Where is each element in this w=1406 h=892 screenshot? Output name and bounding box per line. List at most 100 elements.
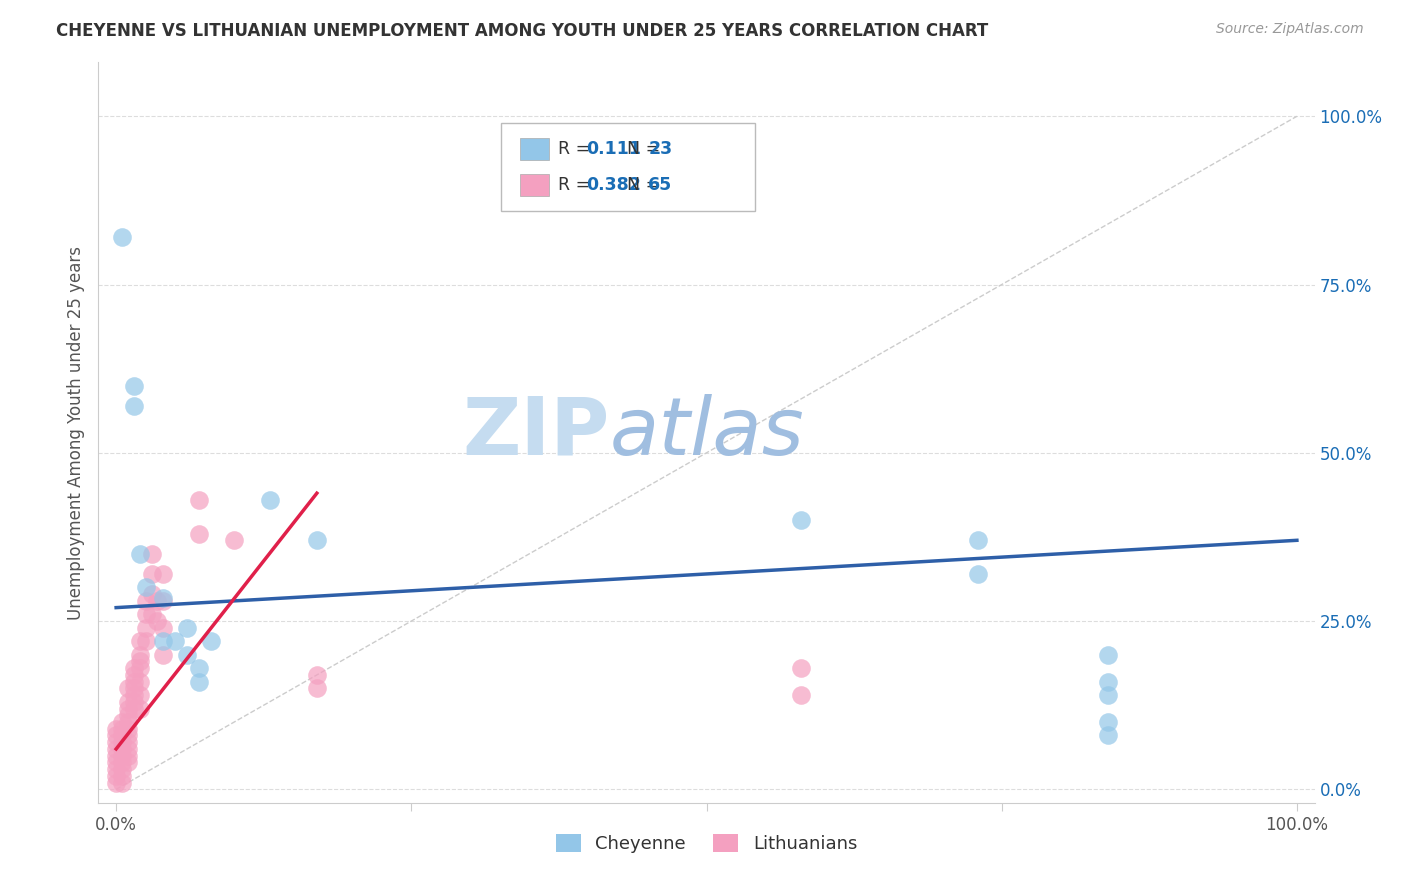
Point bbox=[152, 634, 174, 648]
Point bbox=[122, 701, 145, 715]
Point bbox=[128, 648, 150, 662]
Point bbox=[187, 674, 209, 689]
Point bbox=[122, 668, 145, 682]
Point bbox=[790, 688, 813, 702]
Text: CHEYENNE VS LITHUANIAN UNEMPLOYMENT AMONG YOUTH UNDER 25 YEARS CORRELATION CHART: CHEYENNE VS LITHUANIAN UNEMPLOYMENT AMON… bbox=[56, 22, 988, 40]
Point bbox=[1097, 714, 1119, 729]
Point bbox=[152, 591, 174, 605]
Point bbox=[105, 762, 128, 776]
Point bbox=[128, 655, 150, 669]
Point bbox=[152, 594, 174, 608]
Point bbox=[187, 661, 209, 675]
Point bbox=[187, 526, 209, 541]
Point bbox=[176, 648, 198, 662]
Point bbox=[135, 594, 157, 608]
Point bbox=[135, 634, 157, 648]
Point bbox=[200, 634, 222, 648]
Point bbox=[117, 701, 139, 715]
Point bbox=[122, 674, 145, 689]
Point bbox=[128, 688, 150, 702]
Point bbox=[146, 594, 169, 608]
Point bbox=[105, 722, 128, 736]
Text: ZIP: ZIP bbox=[463, 393, 609, 472]
Point bbox=[111, 735, 134, 749]
Point bbox=[165, 634, 187, 648]
Text: Source: ZipAtlas.com: Source: ZipAtlas.com bbox=[1216, 22, 1364, 37]
Point bbox=[117, 708, 139, 723]
Point bbox=[128, 701, 150, 715]
Text: atlas: atlas bbox=[609, 393, 804, 472]
Point bbox=[128, 547, 150, 561]
Point bbox=[111, 230, 134, 244]
Point bbox=[105, 748, 128, 763]
Point bbox=[111, 748, 134, 763]
Point bbox=[111, 742, 134, 756]
Point bbox=[1097, 674, 1119, 689]
Point bbox=[135, 581, 157, 595]
Point bbox=[111, 714, 134, 729]
Point bbox=[141, 547, 163, 561]
Point bbox=[122, 681, 145, 696]
Point bbox=[122, 378, 145, 392]
Point bbox=[111, 729, 134, 743]
Point bbox=[111, 769, 134, 783]
Point bbox=[105, 729, 128, 743]
Point bbox=[105, 756, 128, 770]
Point bbox=[117, 735, 139, 749]
Point bbox=[105, 769, 128, 783]
Point bbox=[152, 621, 174, 635]
Point bbox=[105, 742, 128, 756]
Point bbox=[122, 399, 145, 413]
Point bbox=[176, 621, 198, 635]
Point bbox=[105, 735, 128, 749]
Point bbox=[1097, 648, 1119, 662]
Point bbox=[187, 492, 209, 507]
Point bbox=[790, 661, 813, 675]
Point bbox=[128, 661, 150, 675]
Point bbox=[117, 748, 139, 763]
Point bbox=[117, 722, 139, 736]
Point bbox=[105, 775, 128, 789]
Point bbox=[122, 688, 145, 702]
Point bbox=[967, 566, 990, 581]
Point bbox=[128, 674, 150, 689]
Point bbox=[305, 533, 328, 548]
Point bbox=[111, 775, 134, 789]
Point bbox=[224, 533, 246, 548]
Point bbox=[967, 533, 990, 548]
Point bbox=[111, 762, 134, 776]
Point bbox=[122, 695, 145, 709]
Text: 65: 65 bbox=[648, 177, 672, 194]
Point bbox=[117, 729, 139, 743]
Point bbox=[117, 695, 139, 709]
Text: N =: N = bbox=[616, 177, 665, 194]
Point bbox=[1097, 688, 1119, 702]
Point bbox=[305, 668, 328, 682]
Point bbox=[135, 621, 157, 635]
Text: 0.382: 0.382 bbox=[586, 177, 641, 194]
Point bbox=[152, 566, 174, 581]
Point bbox=[305, 681, 328, 696]
Point bbox=[141, 566, 163, 581]
Point bbox=[122, 661, 145, 675]
Point bbox=[135, 607, 157, 622]
Point bbox=[146, 614, 169, 628]
Point bbox=[117, 681, 139, 696]
Y-axis label: Unemployment Among Youth under 25 years: Unemployment Among Youth under 25 years bbox=[66, 245, 84, 620]
Text: 0.111: 0.111 bbox=[586, 140, 641, 158]
Point bbox=[117, 756, 139, 770]
Point bbox=[141, 587, 163, 601]
Text: R =: R = bbox=[558, 177, 596, 194]
Point bbox=[128, 634, 150, 648]
Legend: Cheyenne, Lithuanians: Cheyenne, Lithuanians bbox=[548, 827, 865, 861]
Point bbox=[1097, 729, 1119, 743]
Text: N =: N = bbox=[616, 140, 665, 158]
Text: R =: R = bbox=[558, 140, 596, 158]
Point bbox=[117, 742, 139, 756]
Point bbox=[117, 714, 139, 729]
Point bbox=[111, 756, 134, 770]
Point bbox=[259, 492, 281, 507]
Point bbox=[111, 722, 134, 736]
Point bbox=[141, 607, 163, 622]
Point bbox=[152, 648, 174, 662]
